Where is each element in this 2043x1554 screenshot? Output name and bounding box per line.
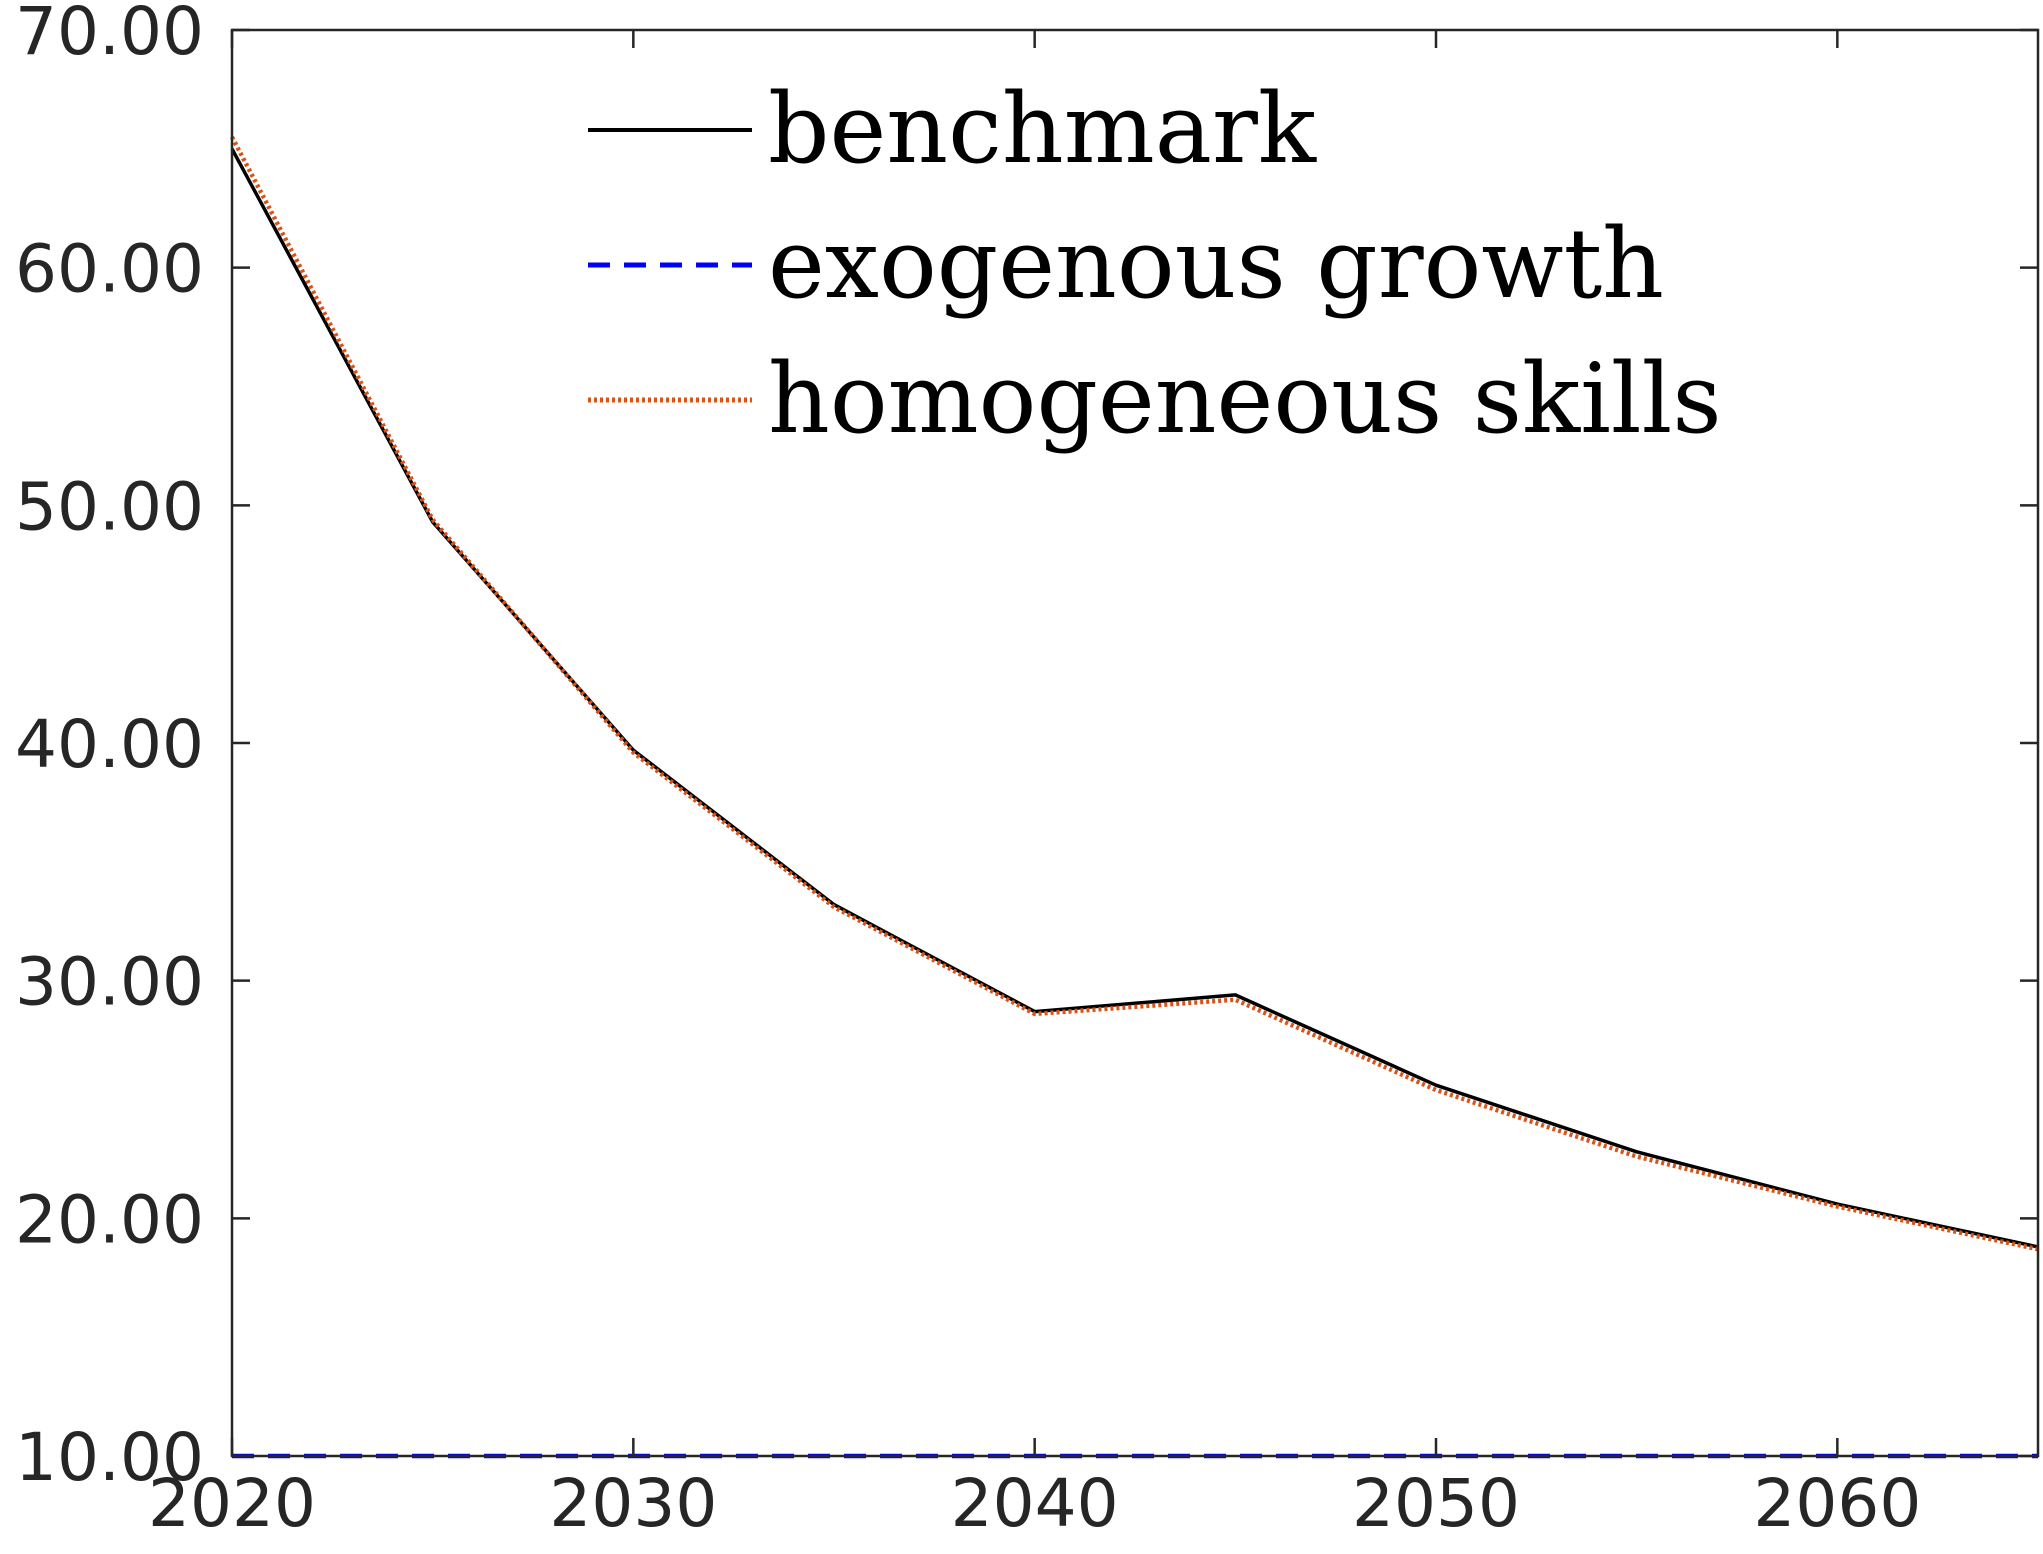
y-tick-label: 70.00 bbox=[15, 0, 204, 70]
x-tick-label: 2050 bbox=[1352, 1465, 1520, 1542]
legend-label: exogenous growth bbox=[768, 208, 1664, 320]
legend-label: benchmark bbox=[768, 73, 1317, 185]
series-line-homogeneous-skills bbox=[230, 135, 2039, 1252]
y-tick-label: 40.00 bbox=[15, 706, 204, 783]
x-tick-label: 2030 bbox=[549, 1465, 717, 1542]
tick-layer: 2020 2030 2040 2050 2060 10.00 20.00 30.00 40.00… bbox=[15, 0, 2038, 1542]
y-tick-label: 60.00 bbox=[15, 231, 204, 308]
x-tick-label: 2040 bbox=[951, 1465, 1119, 1542]
legend: benchmark exogenous growth homogeneous ski… bbox=[588, 73, 1722, 455]
legend-label: homogeneous skills bbox=[768, 343, 1722, 455]
y-tick-label: 10.00 bbox=[15, 1419, 204, 1496]
series-line-benchmark bbox=[230, 147, 2039, 1249]
x-tick-label: 2020 bbox=[148, 1465, 316, 1542]
y-tick-label: 30.00 bbox=[15, 944, 204, 1021]
y-tick-label: 20.00 bbox=[15, 1181, 204, 1258]
y-tick-label: 50.00 bbox=[15, 468, 204, 545]
x-tick-label: 2060 bbox=[1753, 1465, 1921, 1542]
